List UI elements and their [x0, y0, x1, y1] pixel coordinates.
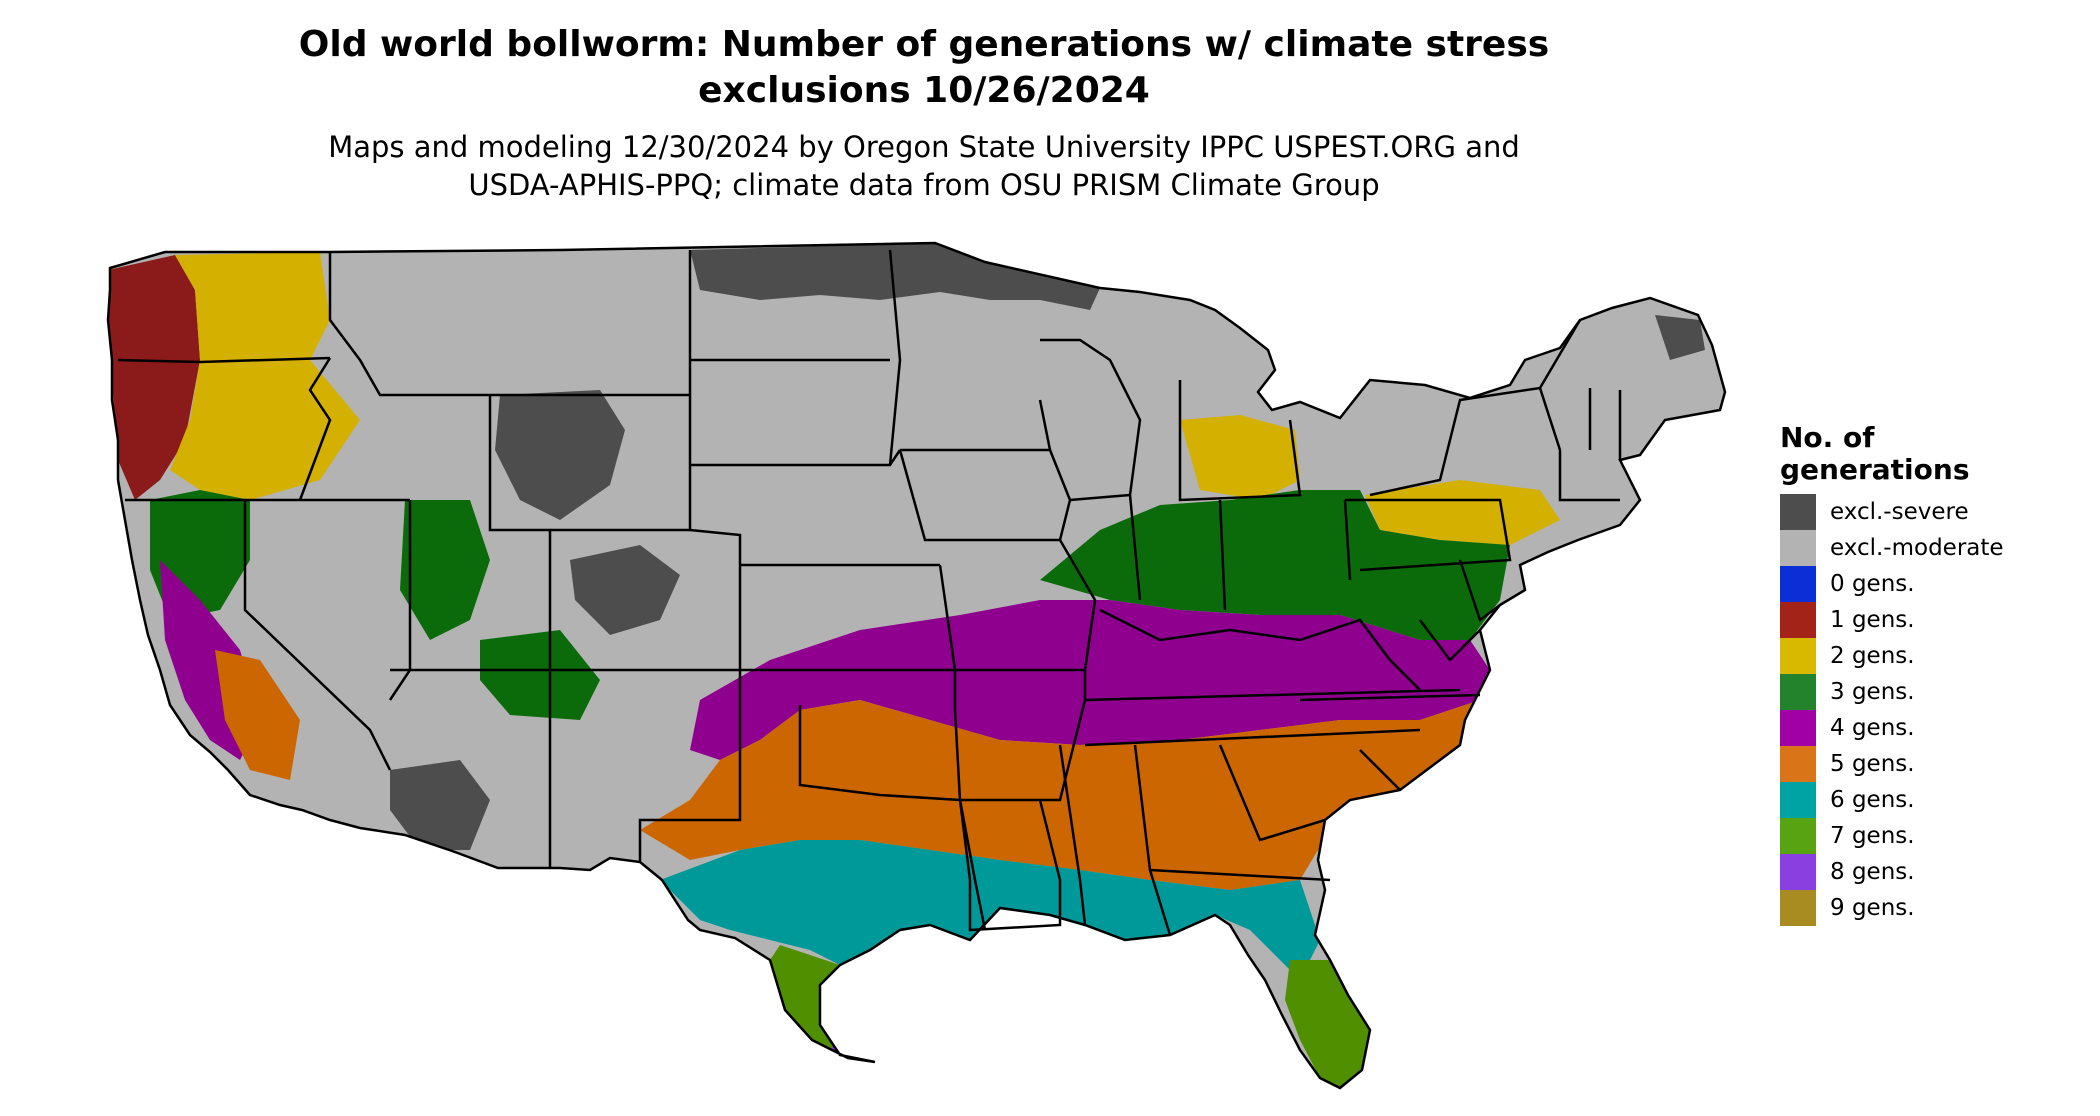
legend-label: 7 gens.	[1830, 823, 1915, 849]
legend-swatch	[1780, 782, 1816, 818]
legend-item: 7 gens.	[1780, 818, 2080, 854]
border-dakotas-mn	[888, 249, 902, 466]
legend-label: 9 gens.	[1830, 895, 1915, 921]
legend-label: 3 gens.	[1830, 679, 1915, 705]
border-tx-la	[958, 799, 987, 931]
zone-excl-severe-northern-plains	[690, 243, 1100, 310]
state-borders	[106, 241, 1727, 1090]
border-ca-nv	[243, 500, 392, 771]
border-new-england	[1538, 319, 1622, 502]
border-la	[958, 799, 1062, 932]
legend-item: 5 gens.	[1780, 746, 2080, 782]
border-nm-tx	[638, 670, 742, 862]
legend-swatch	[1780, 674, 1816, 710]
legend-item: 1 gens.	[1780, 602, 2080, 638]
border-ok-tx	[798, 705, 961, 802]
border-wy-co	[490, 393, 692, 532]
border-co-nm	[550, 528, 742, 672]
zone-1-gens	[108, 255, 200, 500]
legend-label: 2 gens.	[1830, 643, 1915, 669]
legend-swatch	[1780, 494, 1816, 530]
legend-title-line-2: generations	[1780, 453, 1970, 486]
legend-item: 3 gens.	[1780, 674, 2080, 710]
zone-2-gens-northwest	[170, 252, 360, 500]
legend-swatch	[1780, 818, 1816, 854]
legend-item: excl.-severe	[1780, 494, 2080, 530]
us-generations-map	[100, 235, 1760, 1115]
border-wi-mi	[1040, 338, 1302, 502]
zone-excl-severe-colorado	[570, 545, 680, 635]
map-subtitle: Maps and modeling 12/30/2024 by Oregon S…	[0, 128, 1848, 204]
zone-2-gens-great-lakes	[1180, 415, 1300, 500]
legend-swatch	[1780, 530, 1816, 566]
legend-item: excl.-moderate	[1780, 530, 2080, 566]
map-svg	[106, 241, 1727, 1090]
border-id-mt	[328, 252, 490, 397]
legend-item: 9 gens.	[1780, 890, 2080, 926]
border-ut-co	[488, 395, 552, 670]
zone-5-gens-california	[215, 650, 300, 780]
legend-label: excl.-severe	[1830, 499, 1969, 525]
border-pa-ny	[1345, 386, 1562, 572]
legend-label: excl.-moderate	[1830, 535, 2004, 561]
map-subtitle-line-2: USDA-APHIS-PPQ; climate data from OSU PR…	[468, 168, 1380, 202]
legend-item: 6 gens.	[1780, 782, 2080, 818]
legend-item: 8 gens.	[1780, 854, 2080, 890]
legend-swatch	[1780, 602, 1816, 638]
legend-label: 0 gens.	[1830, 571, 1915, 597]
zone-3-gens-midwest	[1040, 490, 1510, 640]
border-va-nc	[1299, 693, 1481, 791]
border-mid-atlantic	[1419, 559, 1501, 662]
zone-7-gens-florida	[1285, 960, 1370, 1088]
zone-excl-severe-arizona	[390, 760, 490, 850]
zone-3-gens-utah	[400, 500, 490, 640]
legend-label: 8 gens.	[1830, 859, 1915, 885]
zone-3-gens-four-corners	[480, 630, 600, 720]
legend: No. of generations excl.-severe excl.-mod…	[1780, 422, 2080, 926]
border-ky-oh	[1099, 608, 1421, 691]
border-wa-or	[117, 356, 331, 364]
legend-label: 6 gens.	[1830, 787, 1915, 813]
zone-2-gens-northeast	[1365, 480, 1560, 545]
legend-title-line-1: No. of	[1780, 421, 1875, 454]
us-outline	[106, 241, 1727, 1090]
legend-item: 4 gens.	[1780, 710, 2080, 746]
legend-swatch	[1780, 854, 1816, 890]
map-title-line-2: exclusions 10/26/2024	[698, 70, 1150, 111]
border-tn-ky	[1084, 688, 1461, 747]
legend-swatch	[1780, 890, 1816, 926]
legend-item: 2 gens.	[1780, 638, 2080, 674]
legend-item: 0 gens.	[1780, 566, 2080, 602]
border-ga-fl	[1149, 744, 1331, 882]
map-subtitle-line-1: Maps and modeling 12/30/2024 by Oregon S…	[328, 130, 1520, 164]
zone-6-gens	[660, 840, 1320, 980]
border-id-west	[298, 357, 332, 501]
legend-items: excl.-severe excl.-moderate 0 gens. 1 gens.…	[1780, 494, 2080, 926]
zone-4-gens	[690, 600, 1490, 760]
legend-label: 5 gens.	[1830, 751, 1915, 777]
legend-swatch	[1780, 746, 1816, 782]
map-title: Old world bollworm: Number of generation…	[0, 22, 1848, 114]
zone-excl-severe-wyoming	[495, 390, 625, 520]
map-title-line-1: Old world bollworm: Number of generation…	[298, 24, 1550, 65]
generation-zones	[108, 243, 1725, 1088]
legend-label: 1 gens.	[1830, 607, 1915, 633]
legend-title: No. of generations	[1780, 422, 2080, 486]
legend-label: 4 gens.	[1830, 715, 1915, 741]
legend-swatch	[1780, 638, 1816, 674]
zone-excl-severe-maine	[1655, 315, 1705, 360]
border-ar	[953, 670, 1087, 802]
legend-swatch	[1780, 710, 1816, 746]
zone-7-gens-texas	[770, 945, 845, 1055]
legend-swatch	[1780, 566, 1816, 602]
